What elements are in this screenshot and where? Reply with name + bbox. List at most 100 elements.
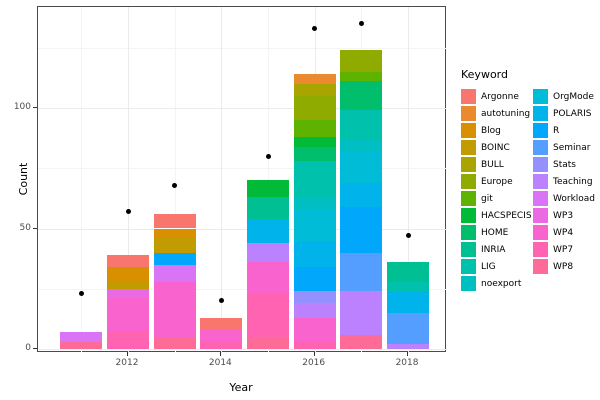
bar-segment: [293, 83, 336, 96]
bar-segment: [247, 336, 289, 349]
bar-segment: [153, 228, 196, 239]
legend-key-swatch: [533, 191, 548, 206]
legend-item: WP4: [528, 224, 595, 241]
bar-segment: [293, 161, 336, 198]
bar-segment: [247, 197, 289, 219]
legend-item: WP3: [528, 207, 595, 224]
legend-key-label: Teaching: [553, 176, 593, 187]
legend-items: Argonne autotuning Blog BOINC BULL Europe git H…: [456, 88, 598, 292]
legend-key-swatch: [461, 174, 476, 189]
y-tick-label: 100: [13, 102, 31, 112]
legend-key-label: OrgMode: [553, 91, 594, 102]
bar-segment: [340, 291, 383, 335]
legend-item: BOINC: [456, 139, 528, 156]
legend-item: Stats: [528, 156, 595, 173]
legend-key-label: Seminar: [553, 142, 591, 153]
legend-key-swatch: [533, 242, 548, 257]
y-tick-mark: [33, 107, 37, 108]
legend-key-label: POLARIS: [553, 108, 592, 119]
bar-segment: [387, 344, 430, 349]
legend: Keyword Argonne autotuning Blog BOINC BULL Eu…: [456, 68, 598, 292]
legend-column: Argonne autotuning Blog BOINC BULL Europe git H…: [456, 88, 532, 292]
legend-item: Europe: [456, 173, 528, 190]
legend-column: OrgMode POLARIS R Seminar Stats Teaching Workl…: [528, 88, 595, 275]
x-tick-label: 2018: [395, 358, 419, 368]
legend-key-swatch: [461, 157, 476, 172]
x-axis-title: Year: [229, 381, 253, 394]
data-point: [218, 298, 224, 304]
data-point: [172, 182, 178, 188]
legend-key-label: Argonne: [481, 91, 519, 102]
legend-key-label: WP8: [553, 261, 574, 272]
gridline-major-horizontal: [38, 228, 447, 230]
bar-segment: [153, 238, 196, 253]
gridline-major-horizontal: [38, 108, 447, 109]
legend-item: Workload: [528, 190, 595, 207]
bar-segment: [340, 71, 383, 82]
legend-key-swatch: [533, 174, 548, 189]
legend-item: Seminar: [528, 139, 595, 156]
legend-key-swatch: [461, 191, 476, 206]
gridline-major-vertical: [221, 7, 223, 353]
legend-key-label: Workload: [553, 193, 596, 204]
bar-segment: [293, 317, 336, 342]
gridline-major-vertical: [128, 7, 129, 353]
legend-item: noexport: [456, 275, 528, 292]
legend-key-label: BULL: [481, 159, 504, 170]
legend-key-label: HOME: [481, 227, 509, 238]
data-point: [125, 209, 131, 215]
bar-segment: [293, 209, 336, 241]
plot-panel: [37, 6, 447, 353]
bar-segment: [107, 298, 149, 333]
bar-segment: [340, 81, 383, 111]
bar-segment: [387, 281, 430, 292]
gridline-minor-horizontal: [38, 288, 447, 290]
legend-item: WP8: [528, 258, 595, 275]
legend-key-swatch: [461, 259, 476, 274]
bar-segment: [247, 242, 289, 263]
bar-segment: [340, 110, 383, 140]
legend-key-swatch: [461, 208, 476, 223]
data-point: [78, 291, 84, 297]
bar-segment: [340, 206, 383, 253]
data-point: [405, 233, 411, 239]
bar-segment: [107, 267, 149, 282]
y-tick-label: 0: [25, 343, 31, 353]
legend-item: LIG: [456, 258, 528, 275]
gridline-major-horizontal: [38, 349, 447, 350]
bar-segment: [293, 267, 336, 292]
legend-item: HACSPECIS: [456, 207, 532, 224]
legend-item: OrgMode: [528, 88, 595, 105]
bar-segment: [293, 136, 336, 147]
legend-item: HOME: [456, 224, 528, 241]
legend-item: R: [528, 122, 595, 139]
legend-key-label: R: [553, 125, 560, 136]
gridline-minor-vertical: [174, 7, 176, 353]
y-tick-label: 50: [19, 222, 31, 233]
bar-segment: [293, 95, 336, 121]
data-point: [265, 153, 271, 159]
legend-key-swatch: [533, 225, 548, 240]
bar-segment: [387, 262, 430, 282]
data-point: [312, 25, 318, 31]
bar-segment: [60, 341, 103, 349]
legend-key-swatch: [533, 208, 548, 223]
gridline-minor-vertical: [81, 7, 83, 353]
bar-segment: [200, 329, 243, 342]
legend-key-swatch: [533, 140, 548, 155]
bar-segment: [200, 341, 243, 349]
bar-segment: [247, 293, 289, 337]
bar-segment: [200, 317, 243, 330]
legend-title: Keyword: [461, 68, 508, 81]
bar-segment: [107, 281, 149, 289]
legend-key-swatch: [533, 106, 548, 121]
x-tick-label: 2014: [208, 358, 232, 368]
bar-segment: [247, 262, 289, 294]
legend-key-swatch: [533, 259, 548, 274]
legend-key-label: LIG: [481, 261, 496, 272]
legend-item: POLARIS: [528, 105, 595, 122]
legend-key-label: WP7: [553, 244, 574, 255]
bar-segment: [107, 255, 149, 268]
legend-key-swatch: [461, 106, 476, 121]
